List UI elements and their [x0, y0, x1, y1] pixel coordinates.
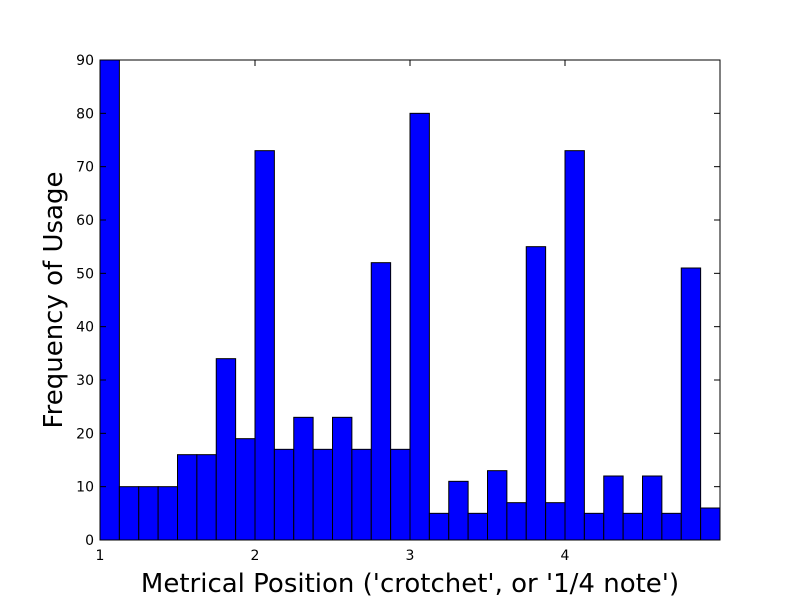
histogram-bar [390, 448, 411, 541]
y-tick-label: 80 [76, 106, 94, 122]
histogram-bar [118, 486, 140, 541]
histogram-bar [545, 502, 566, 541]
histogram-bar [177, 454, 198, 541]
histogram-bar [235, 438, 256, 541]
x-tick-label: 4 [561, 548, 570, 564]
y-tick-label: 50 [76, 266, 94, 282]
histogram-bar [700, 507, 721, 541]
histogram-bar [293, 416, 314, 541]
x-tick-label: 3 [406, 548, 415, 564]
histogram-bar [196, 454, 217, 541]
histogram-bar [409, 112, 430, 541]
y-tick-label: 70 [76, 160, 94, 176]
histogram-bar [583, 512, 605, 541]
y-axis-label: Frequency of Usage [39, 172, 69, 429]
histogram-bar [525, 246, 547, 541]
y-tick-label: 20 [76, 426, 94, 442]
ticks-group: 0 10 20 30 40 50 60 70 80 90 1 2 3 4 [76, 53, 720, 564]
y-tick-label: 10 [76, 480, 94, 496]
y-tick-label: 90 [76, 53, 94, 69]
histogram-bar [138, 486, 159, 541]
histogram-bar [603, 475, 624, 541]
x-axis-label: Metrical Position ('crotchet', or '1/4 n… [141, 569, 679, 599]
histogram-bar [467, 512, 488, 541]
y-tick-label: 60 [76, 213, 94, 229]
histogram-bar [661, 512, 682, 541]
x-tick-label: 2 [251, 548, 260, 564]
histogram-bar [254, 150, 275, 541]
y-tick-label: 0 [85, 533, 94, 549]
histogram-bar [370, 262, 392, 541]
histogram-bar [487, 470, 508, 541]
histogram-bar [332, 416, 353, 541]
histogram-bar [448, 480, 469, 541]
histogram-bar [312, 448, 333, 541]
y-tick-label: 30 [76, 373, 94, 389]
y-tick-label: 40 [76, 320, 94, 336]
histogram-bar [622, 512, 643, 541]
histogram-bar [680, 267, 702, 541]
x-tick-label: 1 [96, 548, 105, 564]
histogram-bar [506, 502, 527, 541]
histogram-bar [273, 448, 295, 541]
histogram-bar [351, 448, 372, 541]
histogram-bar [428, 512, 450, 541]
bars-group [99, 59, 721, 541]
histogram-bar [564, 150, 585, 541]
histogram-bar [157, 486, 178, 541]
histogram-bar [99, 59, 120, 541]
histogram-bar [642, 475, 663, 541]
histogram-bar [215, 358, 237, 541]
